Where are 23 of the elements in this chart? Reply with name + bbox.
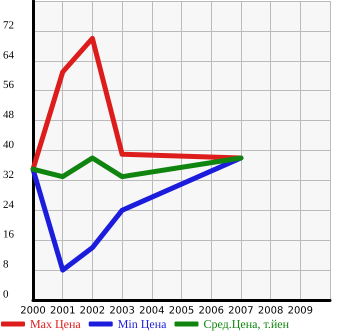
y-tick-label: 40 xyxy=(3,139,14,151)
y-tick-label: 8 xyxy=(3,258,9,271)
y-tick-label: 56 xyxy=(3,79,14,92)
x-tick-label: 2009 xyxy=(288,306,314,316)
legend-label: Max Цена xyxy=(30,317,82,331)
legend-label: Min Цена xyxy=(118,317,168,331)
y-tick-label: 64 xyxy=(3,49,14,62)
y-tick-label: 0 xyxy=(3,288,9,300)
x-tick-label: 2000 xyxy=(20,306,46,316)
x-tick-label: 2001 xyxy=(50,306,76,316)
legend-label: Сред.Цена, т.йен xyxy=(203,317,290,331)
y-tick-label: 16 xyxy=(3,228,14,241)
x-tick-label: 2008 xyxy=(258,306,284,316)
x-tick-label: 2003 xyxy=(109,306,135,316)
x-tick-label: 2005 xyxy=(168,306,194,316)
x-tick-label: 2002 xyxy=(80,306,106,316)
x-tick-label: 2004 xyxy=(139,306,165,316)
y-tick-label: 32 xyxy=(3,168,14,181)
y-tick-label: 72 xyxy=(3,19,14,32)
y-tick-label: 48 xyxy=(3,109,14,122)
x-tick-label: 2006 xyxy=(198,306,224,316)
x-tick-label: 2007 xyxy=(228,306,254,316)
y-tick-label: 24 xyxy=(3,198,14,211)
